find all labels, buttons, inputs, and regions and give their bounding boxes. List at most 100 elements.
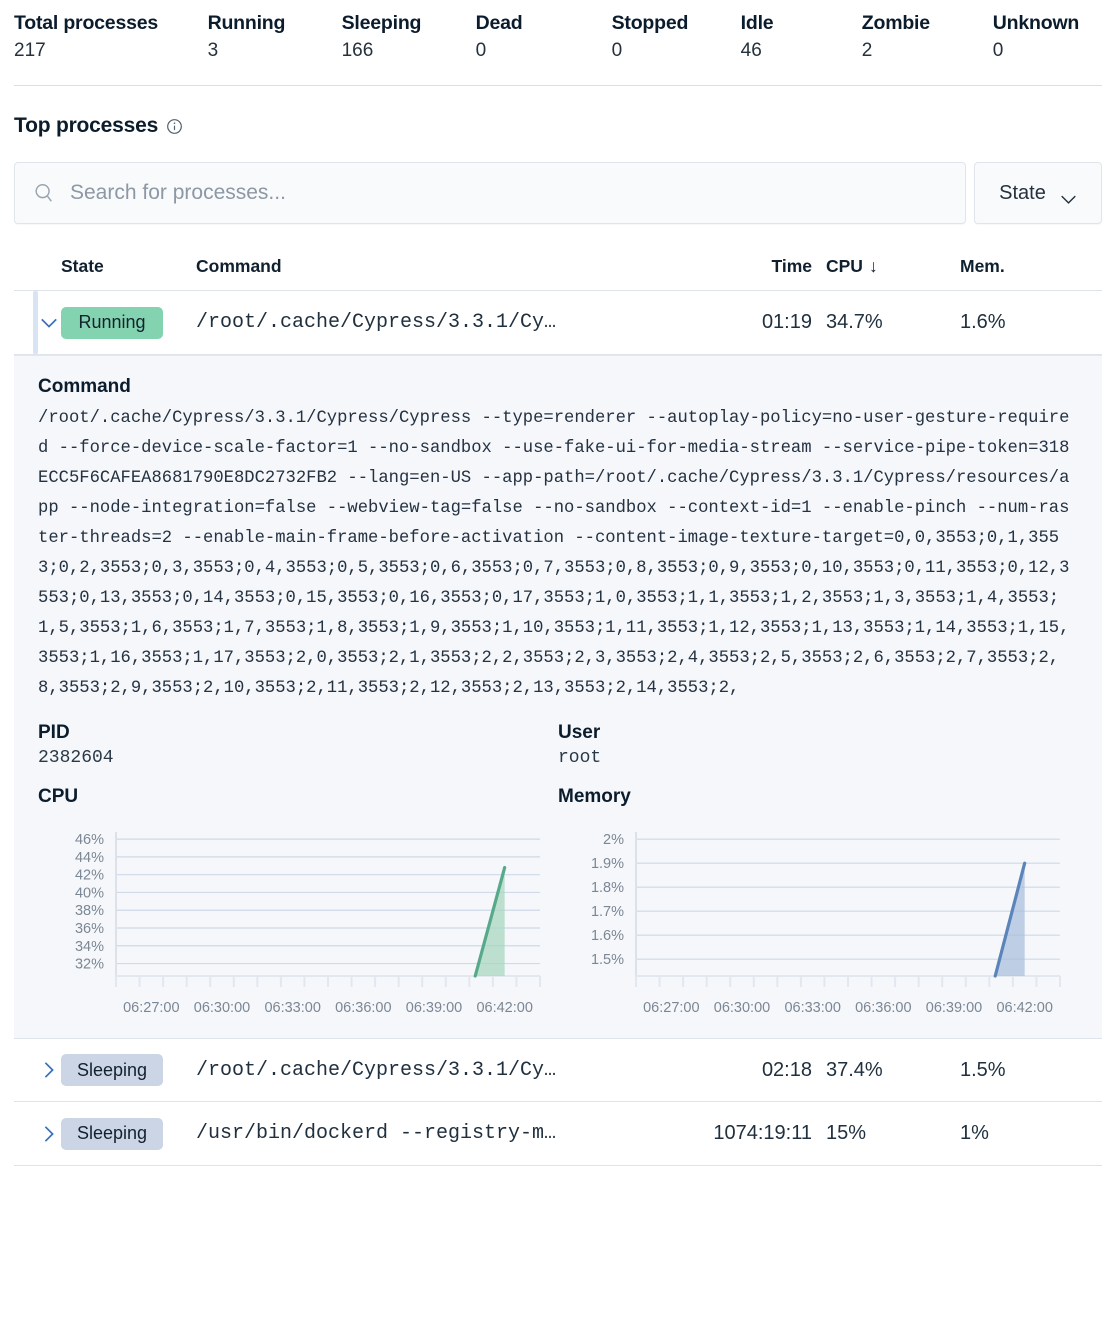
svg-text:06:30:00: 06:30:00 <box>714 1000 770 1016</box>
summary-value-running: 3 <box>207 40 219 61</box>
row-state-cell: Sleeping <box>61 1054 196 1086</box>
svg-text:38%: 38% <box>75 903 104 919</box>
summary-value-stopped: 0 <box>611 40 623 61</box>
svg-text:06:39:00: 06:39:00 <box>406 1000 462 1016</box>
top-processes-heading: Top processes <box>0 86 1116 138</box>
svg-text:06:36:00: 06:36:00 <box>855 1000 911 1016</box>
chevron-right-icon <box>44 1125 54 1142</box>
svg-text:06:30:00: 06:30:00 <box>194 1000 250 1016</box>
summary-value-zombie: 2 <box>861 40 873 61</box>
svg-text:06:36:00: 06:36:00 <box>335 1000 391 1016</box>
row-state-cell: Running <box>61 306 196 339</box>
summary-label-sleeping: Sleeping <box>341 12 422 34</box>
table-header-cpu-label: CPU <box>826 256 863 276</box>
summary-divider <box>14 85 1102 86</box>
svg-text:2%: 2% <box>603 832 624 848</box>
row-time: 02:18 <box>761 1058 812 1081</box>
memory-chart: 2% 1.9% 1.8% 1.7% 1.6% 1.5% 06:27:00 06:30:00 06… <box>558 824 1078 1024</box>
summary-cell-dead: Dead 0 <box>476 10 612 66</box>
svg-text:06:33:00: 06:33:00 <box>784 1000 840 1016</box>
svg-text:06:27:00: 06:27:00 <box>643 1000 699 1016</box>
svg-text:06:33:00: 06:33:00 <box>264 1000 320 1016</box>
table-header-cpu[interactable]: CPU ↓ <box>812 256 942 277</box>
summary-cell-unknown: Unknown 0 <box>993 10 1102 66</box>
chevron-right-icon <box>44 1062 54 1078</box>
row-time: 1074:19:11 <box>713 1122 812 1144</box>
summary-value-total: 217 <box>14 40 46 61</box>
cpu-chart-svg: 46% 44% 42%40% 38% 36% 34% 32% 06:27:00 06:30:00… <box>75 832 541 1016</box>
summary-value-unknown: 0 <box>992 40 1004 61</box>
detail-pid-value: 2382604 <box>38 748 114 768</box>
svg-text:1.9%: 1.9% <box>591 856 624 872</box>
table-row[interactable]: Sleeping /root/.cache/Cypress/3.3.1/Cy… … <box>14 1038 1102 1102</box>
processes-table-continued: Sleeping /root/.cache/Cypress/3.3.1/Cy… … <box>14 1038 1102 1166</box>
summary-label-dead: Dead <box>475 12 523 34</box>
detail-user-block: User root <box>558 722 1078 786</box>
detail-pid-label: PID <box>38 722 70 743</box>
table-header-time[interactable]: Time <box>771 256 812 276</box>
chevron-down-icon <box>1060 188 1077 204</box>
table-header-mem[interactable]: Mem. <box>960 256 1005 276</box>
svg-text:1.5%: 1.5% <box>591 952 624 968</box>
status-badge: Running <box>61 306 163 339</box>
detail-pid-block: PID 2382604 <box>38 722 558 786</box>
svg-text:46%: 46% <box>75 832 104 848</box>
summary-cell-stopped: Stopped 0 <box>612 10 741 66</box>
summary-label-zombie: Zombie <box>861 12 930 34</box>
summary-label-unknown: Unknown <box>992 12 1080 34</box>
summary-value-dead: 0 <box>475 40 487 61</box>
row-expand-toggle[interactable] <box>14 1125 61 1143</box>
svg-text:06:27:00: 06:27:00 <box>123 1000 179 1016</box>
svg-text:34%: 34% <box>75 939 104 955</box>
table-header-state[interactable]: State <box>61 256 104 276</box>
row-mem: 1.5% <box>960 1058 1006 1081</box>
state-filter-label: State <box>999 181 1046 204</box>
detail-chart-titles-row: CPU Memory <box>38 786 1078 822</box>
status-badge: Sleeping <box>61 1117 163 1150</box>
sort-descending-icon: ↓ <box>868 256 878 276</box>
detail-user-value: root <box>558 748 602 768</box>
search-box[interactable] <box>14 162 966 224</box>
row-expand-toggle[interactable] <box>14 1061 61 1079</box>
detail-command-label: Command <box>38 376 131 397</box>
svg-text:06:42:00: 06:42:00 <box>476 1000 532 1016</box>
summary-cell-running: Running 3 <box>208 10 342 66</box>
row-command: /root/.cache/Cypress/3.3.1/Cy… <box>196 311 557 334</box>
summary-label-idle: Idle <box>740 12 774 34</box>
svg-text:1.6%: 1.6% <box>591 928 624 944</box>
row-cpu: 15% <box>826 1122 867 1144</box>
summary-cell-zombie: Zombie 2 <box>862 10 993 66</box>
svg-text:42%: 42% <box>75 868 104 884</box>
svg-text:1.7%: 1.7% <box>591 904 624 920</box>
row-mem: 1% <box>960 1122 989 1144</box>
search-input[interactable] <box>70 181 947 205</box>
svg-text:40%: 40% <box>75 885 104 901</box>
table-header-command[interactable]: Command <box>196 256 282 276</box>
info-icon[interactable] <box>166 118 183 135</box>
row-expand-toggle[interactable] <box>14 314 61 332</box>
summary-label-total: Total processes <box>14 12 159 34</box>
page-title: Top processes <box>14 114 159 137</box>
table-row[interactable]: Sleeping /usr/bin/dockerd --registry-m… … <box>14 1102 1102 1166</box>
summary-value-sleeping: 166 <box>341 40 374 61</box>
table-header-row: State Command Time CPU ↓ Mem. <box>14 256 1102 291</box>
detail-command-text: /root/.cache/Cypress/3.3.1/Cypress/Cypre… <box>38 409 1070 698</box>
search-icon <box>33 182 55 204</box>
row-cpu: 37.4% <box>826 1058 883 1081</box>
processes-table: State Command Time CPU ↓ Mem. Running /ro… <box>14 256 1102 355</box>
memory-chart-svg: 2% 1.9% 1.8% 1.7% 1.6% 1.5% 06:27:00 06:30:00 06… <box>591 832 1061 1016</box>
row-state-cell: Sleeping <box>61 1117 196 1150</box>
detail-memory-label: Memory <box>558 786 631 807</box>
state-filter-dropdown[interactable]: State <box>974 162 1102 224</box>
svg-text:44%: 44% <box>75 850 104 866</box>
process-detail-panel: Command /root/.cache/Cypress/3.3.1/Cypre… <box>14 355 1102 1038</box>
table-row[interactable]: Running /root/.cache/Cypress/3.3.1/Cy… 0… <box>14 291 1102 355</box>
detail-charts-row: 46% 44% 42% 40% 38% 36% 34% 32% 06:27:00 06:30:00… <box>38 824 1078 1024</box>
summary-cell-idle: Idle 46 <box>741 10 862 66</box>
search-filter-row: State <box>0 138 1116 224</box>
summary-value-idle: 46 <box>740 40 762 61</box>
process-summary-strip: Total processes 217 Running 3 Sleeping 1… <box>0 0 1116 66</box>
detail-cpu-label: CPU <box>38 786 79 807</box>
summary-label-stopped: Stopped <box>611 12 689 34</box>
